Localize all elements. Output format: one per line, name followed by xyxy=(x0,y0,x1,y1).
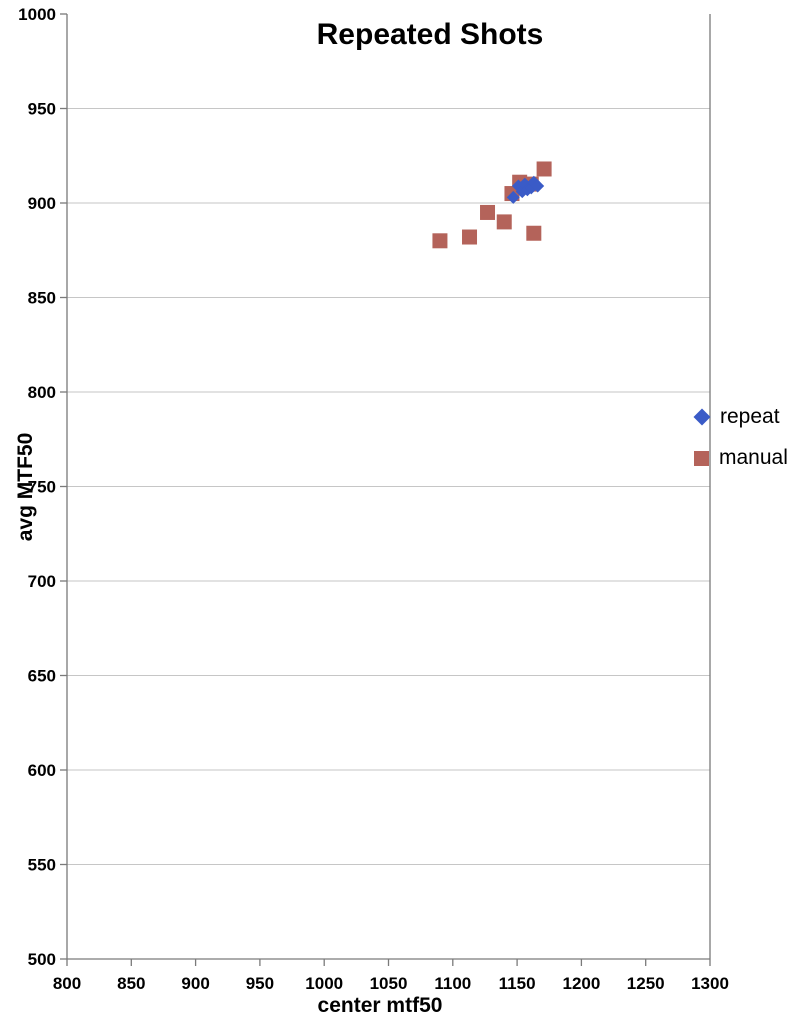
data-point-manual xyxy=(536,161,552,177)
y-tick-label: 650 xyxy=(28,667,56,686)
diamond-marker-icon xyxy=(693,408,711,426)
data-point-manual xyxy=(496,214,512,230)
y-tick-label: 550 xyxy=(28,856,56,875)
legend-item-manual: manual xyxy=(694,446,788,470)
y-tick-label: 800 xyxy=(28,383,56,402)
data-point-repeat xyxy=(531,179,545,193)
x-tick-label: 850 xyxy=(117,974,145,993)
x-tick-label: 900 xyxy=(181,974,209,993)
x-tick-label: 800 xyxy=(53,974,81,993)
legend-label-manual: manual xyxy=(719,446,788,469)
square-marker-icon xyxy=(694,450,709,466)
y-tick-label: 900 xyxy=(28,194,56,213)
x-tick-label: 950 xyxy=(246,974,274,993)
y-tick-label: 500 xyxy=(28,950,56,969)
legend-label-repeat: repeat xyxy=(720,405,780,428)
data-point-manual xyxy=(462,229,478,245)
x-axis-title: center mtf50 xyxy=(317,994,443,1017)
x-tick-label: 1300 xyxy=(691,974,729,993)
y-tick-label: 1000 xyxy=(18,5,56,24)
y-tick-label: 700 xyxy=(28,572,56,591)
x-tick-label: 1000 xyxy=(305,974,343,993)
data-point-manual xyxy=(480,204,496,220)
data-point-manual xyxy=(526,225,542,241)
y-tick-label: 600 xyxy=(28,761,56,780)
y-tick-label: 750 xyxy=(28,478,56,497)
data-point-manual xyxy=(432,233,448,249)
x-tick-label: 1050 xyxy=(370,974,408,993)
x-tick-label: 1150 xyxy=(499,974,536,993)
x-tick-label: 1200 xyxy=(562,974,600,993)
y-tick-label: 850 xyxy=(28,289,56,308)
x-tick-label: 1250 xyxy=(627,974,665,993)
data-point-repeat xyxy=(506,190,520,204)
x-tick-label: 1100 xyxy=(434,974,471,993)
legend: repeat manual xyxy=(693,405,788,470)
legend-item-repeat: repeat xyxy=(693,405,788,429)
chart-title: Repeated Shots xyxy=(316,18,544,51)
y-tick-label: 950 xyxy=(28,100,56,119)
y-axis-title: avg MTF50 xyxy=(14,432,37,542)
